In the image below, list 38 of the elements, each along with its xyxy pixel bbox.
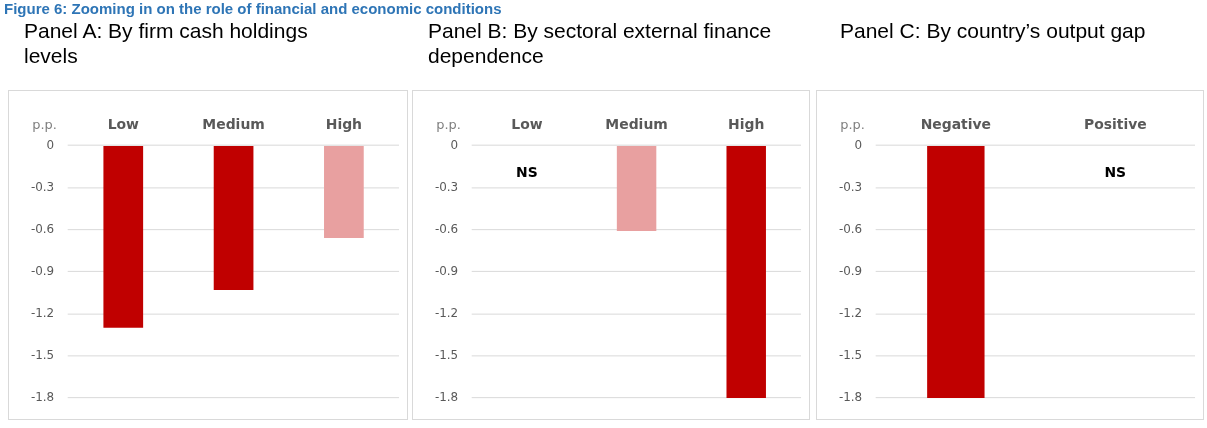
- x-tick-label: High: [728, 115, 765, 132]
- y-tick-label: -1.8: [838, 390, 863, 405]
- y-axis-title: p.p.: [32, 116, 57, 132]
- x-tick-label: Low: [511, 115, 543, 132]
- y-tick-label: -1.8: [30, 390, 55, 405]
- y-tick-label: -0.9: [434, 263, 459, 278]
- x-tick-label: Medium: [605, 115, 668, 132]
- y-tick-label: -0.6: [838, 221, 863, 236]
- y-tick-label: -0.3: [30, 179, 55, 194]
- y-tick-label: -1.5: [838, 347, 863, 362]
- y-tick-label: -0.6: [30, 221, 55, 236]
- y-tick-label: 0: [450, 137, 459, 152]
- chart-title: Panel B: By sectoral external finance dependence: [427, 18, 773, 69]
- x-tick-label: Negative: [920, 115, 992, 132]
- y-axis-title: p.p.: [840, 116, 865, 132]
- y-tick-label: -1.2: [838, 305, 863, 320]
- x-tick-label: High: [325, 115, 363, 132]
- y-tick-label: -0.9: [30, 263, 55, 278]
- y-tick-label: -0.6: [434, 221, 459, 236]
- annotation: NS: [1104, 163, 1127, 180]
- y-tick-label: -1.2: [434, 305, 459, 320]
- x-tick-label: Medium: [202, 115, 265, 132]
- y-tick-label: -0.9: [838, 263, 863, 278]
- y-tick-label: -1.2: [30, 305, 55, 320]
- x-tick-label: Positive: [1083, 115, 1147, 132]
- y-tick-label: 0: [46, 137, 55, 152]
- y-tick-label: -0.3: [838, 179, 863, 194]
- y-tick-label: -1.5: [30, 347, 55, 362]
- chart-title: Panel A: By firm cash holdings levels: [23, 18, 309, 69]
- annotation: NS: [516, 163, 538, 180]
- x-tick-label: Low: [107, 115, 140, 132]
- y-tick-label: -1.5: [434, 347, 459, 362]
- y-tick-label: -1.8: [434, 390, 459, 405]
- y-tick-label: 0: [854, 137, 863, 152]
- y-tick-label: -0.3: [434, 179, 459, 194]
- caption: Figure 6: Zooming in on the role of financial and economic conditions: [4, 0, 502, 17]
- y-axis-title: p.p.: [436, 116, 461, 132]
- chart-title: Panel C: By country’s output gap: [839, 18, 1147, 44]
